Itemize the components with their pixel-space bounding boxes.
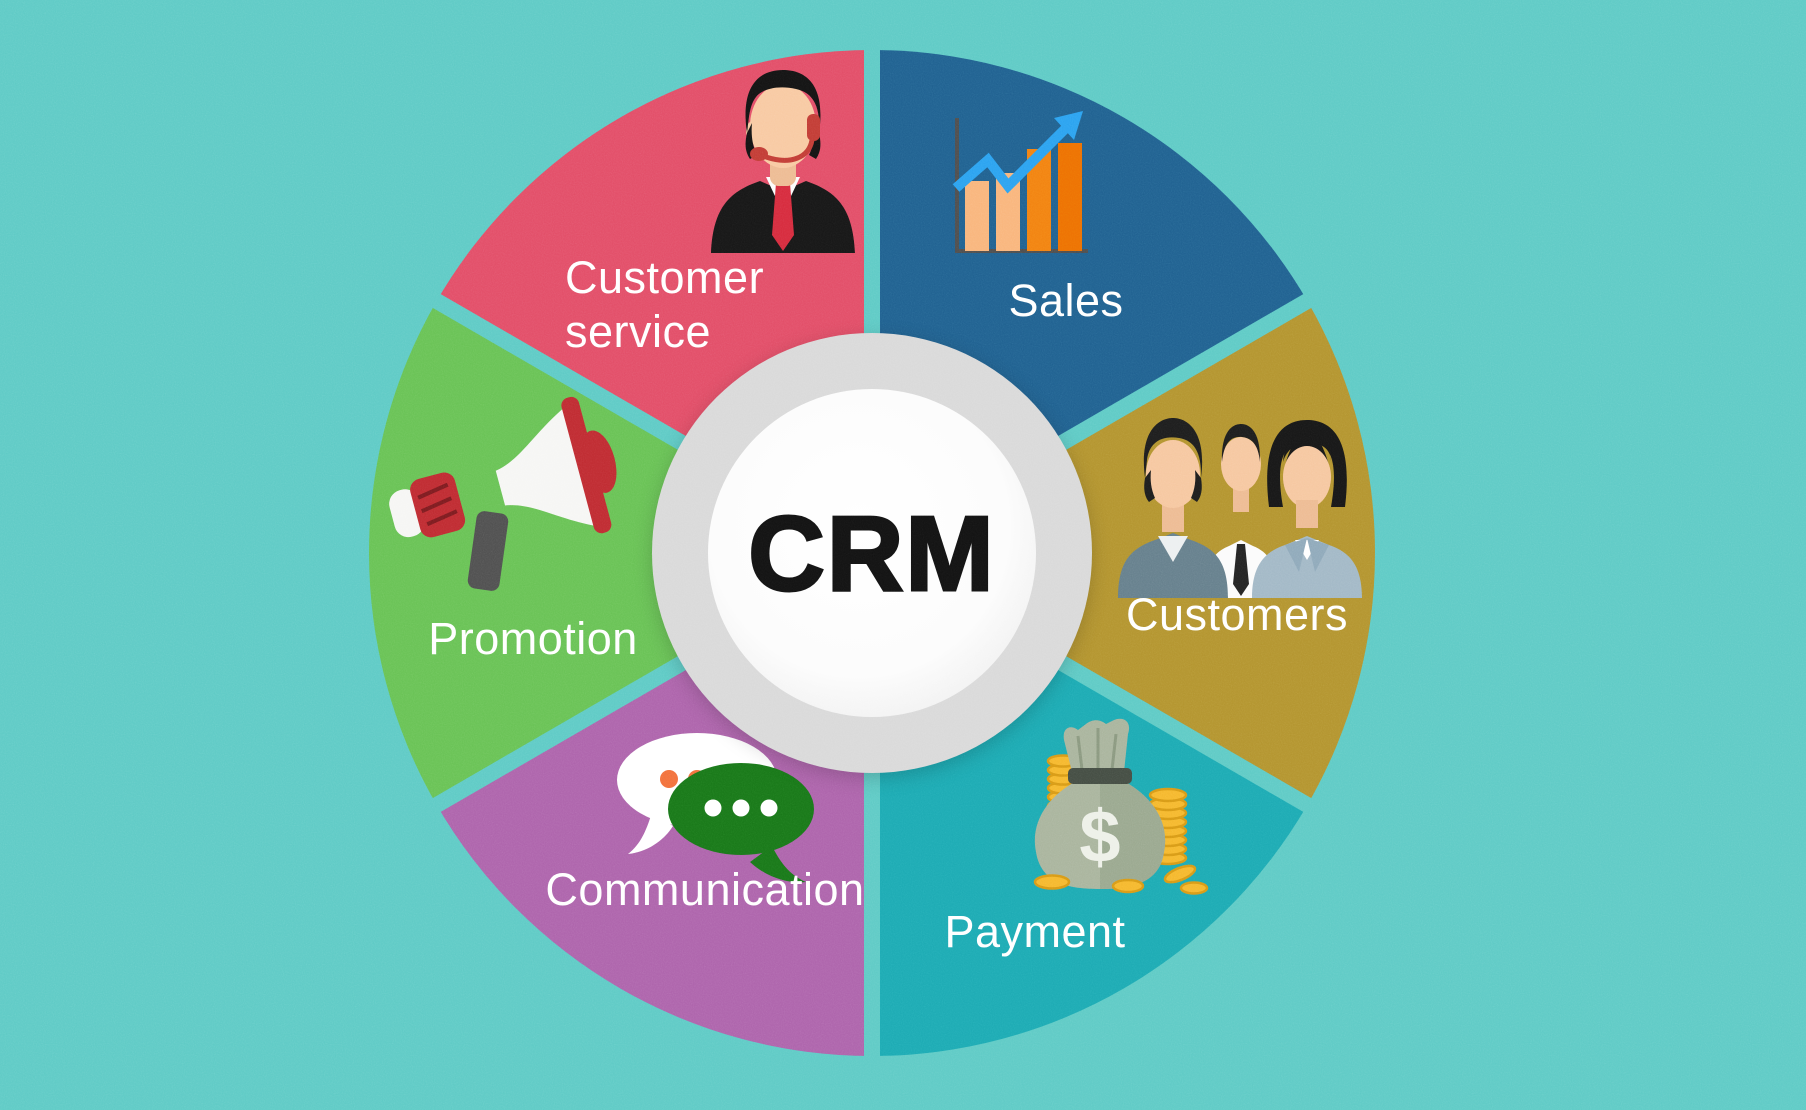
crm-wheel: $ [369,48,1375,1058]
label-customers: Customers [1126,589,1348,640]
crm-title: CRM [748,495,995,613]
label-sales: Sales [1008,275,1123,326]
label-customer-service-line2: service [565,306,711,357]
dollar-sign: $ [1079,795,1120,878]
label-payment: Payment [944,906,1125,957]
label-communication: Communication [545,864,864,915]
label-customer-service-line1: Customer [565,252,764,303]
label-promotion: Promotion [428,613,638,664]
